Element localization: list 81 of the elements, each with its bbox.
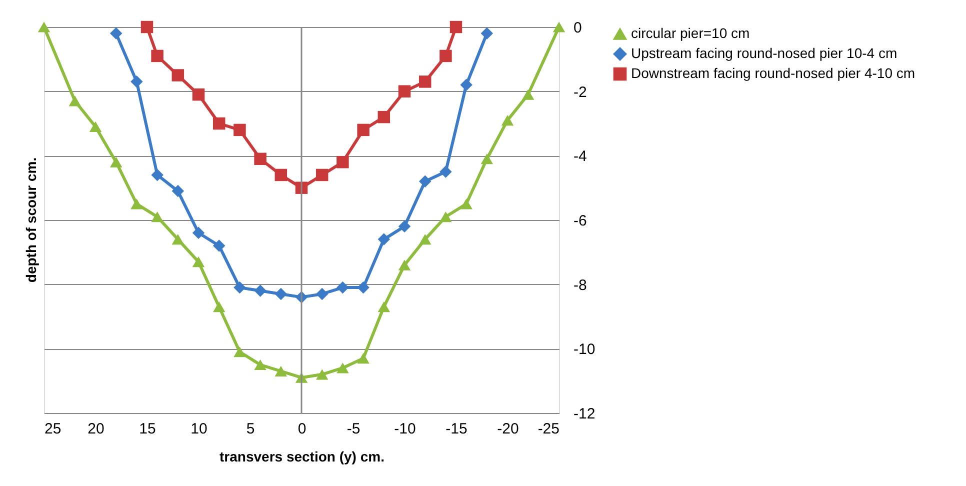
y-tick-label: -2 <box>574 84 587 101</box>
point <box>378 233 390 246</box>
point <box>274 288 288 300</box>
point <box>552 22 566 32</box>
y-tick-label: -12 <box>574 406 596 422</box>
point <box>192 256 205 268</box>
point <box>254 359 266 370</box>
point <box>234 124 246 136</box>
point <box>234 281 246 294</box>
point <box>212 240 226 252</box>
point <box>450 20 462 34</box>
point <box>254 284 266 297</box>
y-tick-label: -8 <box>574 276 587 294</box>
point <box>460 198 472 210</box>
point <box>172 234 184 245</box>
y-tick-label: -10 <box>574 341 596 358</box>
x-tick-label: 20 <box>88 420 104 438</box>
point <box>234 346 246 358</box>
point <box>254 152 266 166</box>
x-tick-label: 10 <box>190 420 208 438</box>
x-tick-label: 0 <box>298 420 306 438</box>
point <box>336 281 349 294</box>
point <box>151 168 164 182</box>
x-tick-label: -15 <box>446 420 468 438</box>
point <box>418 175 432 188</box>
point <box>418 234 432 245</box>
point <box>357 124 370 136</box>
point <box>501 114 514 126</box>
x-tick-label: 25 <box>44 420 62 438</box>
x-tick-label: -5 <box>346 420 360 438</box>
y-tick-label: -6 <box>574 212 587 230</box>
point <box>357 281 370 294</box>
point <box>151 211 164 222</box>
point <box>192 226 205 239</box>
point <box>336 156 349 168</box>
point <box>140 20 154 34</box>
point <box>398 260 411 270</box>
point <box>440 211 452 222</box>
legend-label: circular pier=10 cm <box>631 25 750 41</box>
point <box>480 27 494 40</box>
point <box>130 76 143 88</box>
point <box>274 168 288 182</box>
x-tick-label: 15 <box>139 420 156 438</box>
point <box>398 220 411 233</box>
x-tick-label: -10 <box>394 420 416 438</box>
point <box>378 110 390 124</box>
point <box>212 117 226 130</box>
x-tick-label: -25 <box>538 420 560 438</box>
point <box>316 288 328 300</box>
x-tick-label: -20 <box>497 420 519 438</box>
point <box>172 184 184 198</box>
point <box>212 302 226 312</box>
point <box>398 85 411 98</box>
point <box>460 78 472 92</box>
point <box>110 156 122 168</box>
point <box>316 369 328 380</box>
y-axis-title: depth of scour cm. <box>23 157 39 283</box>
x-axis-title: transvers section (y) cm. <box>220 448 384 464</box>
y-tick-label: -4 <box>574 148 587 166</box>
point <box>316 168 328 182</box>
point <box>418 76 432 88</box>
point <box>68 96 82 106</box>
point <box>130 198 143 210</box>
point <box>274 366 288 376</box>
x-tick-label: 5 <box>246 420 255 438</box>
point <box>89 121 102 132</box>
point <box>522 89 534 100</box>
legend-label: Upstream facing round-nosed pier 10-4 cm <box>631 45 898 61</box>
point <box>440 166 452 178</box>
point <box>172 69 184 82</box>
legend-label: Downstream facing round-nosed pier 4-10 cm <box>631 65 916 81</box>
point <box>357 353 370 364</box>
point <box>336 362 349 374</box>
point <box>440 50 452 62</box>
point <box>110 27 122 40</box>
point <box>151 50 164 62</box>
point <box>378 302 390 312</box>
point <box>480 154 494 164</box>
point <box>192 88 205 101</box>
y-tick-label: 0 <box>574 20 582 36</box>
point <box>38 22 50 32</box>
